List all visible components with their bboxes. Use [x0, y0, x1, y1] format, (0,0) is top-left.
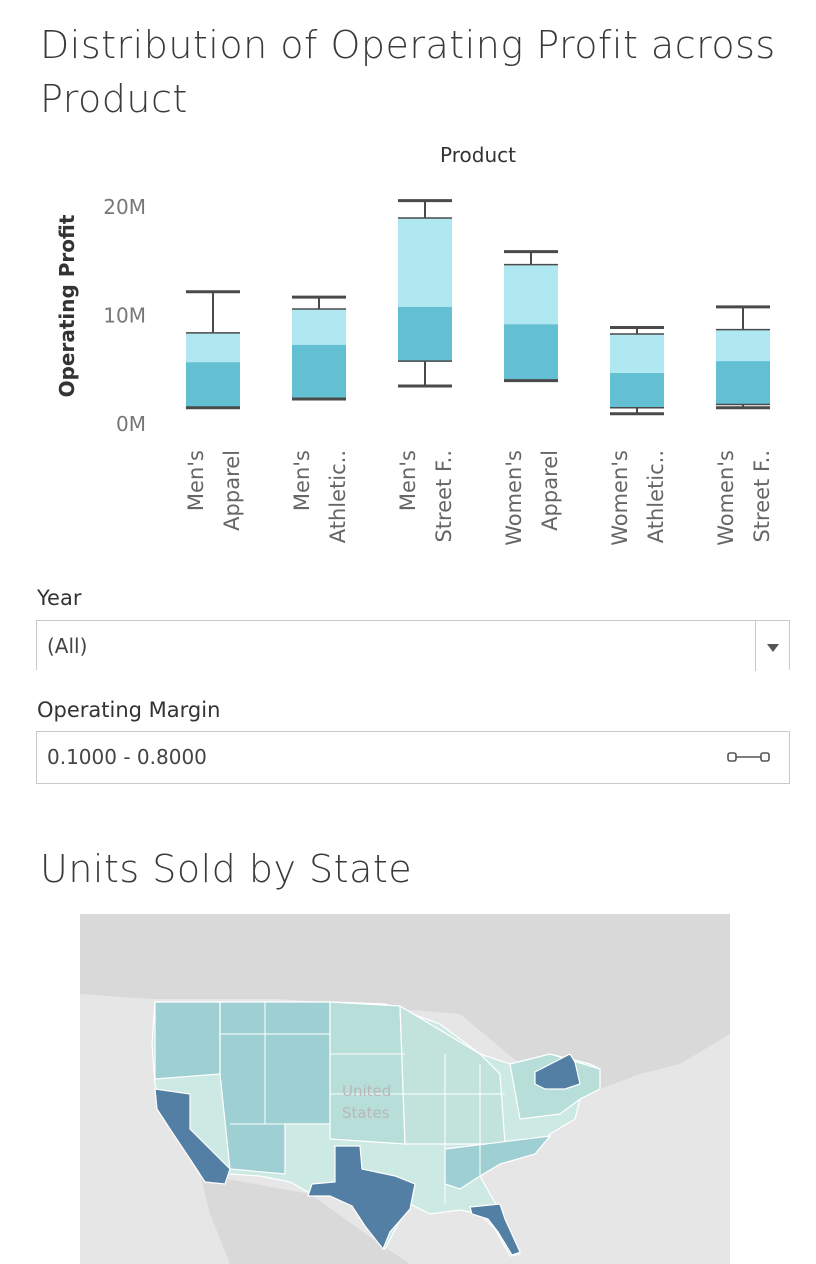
us-state-map[interactable]: United States [80, 914, 730, 1264]
year-select[interactable]: (All) [36, 620, 790, 671]
x-tick-label: Street F.. [432, 450, 456, 543]
box-upper-half[interactable] [292, 309, 346, 345]
canada-landmass [80, 914, 730, 1089]
x-tick-label: Apparel [538, 450, 562, 531]
x-tick-label: Apparel [220, 450, 244, 531]
country-label-line1: United [342, 1082, 391, 1100]
x-tick-label: Athletic.. [644, 450, 668, 543]
map-title: Units Sold by State [40, 847, 413, 891]
mexico-landmass [200, 1174, 410, 1264]
box-upper-half[interactable] [716, 329, 770, 362]
y-axis-title: Operating Profit [55, 214, 79, 397]
operating-margin-filter-label: Operating Margin [37, 698, 221, 722]
box-upper-half[interactable] [504, 264, 558, 325]
chevron-down-icon [767, 644, 779, 652]
x-tick-label: Women's [502, 450, 526, 546]
southeast-states [444, 1135, 552, 1190]
x-tick-label: Men's [290, 450, 314, 511]
range-slider-icon[interactable] [727, 750, 771, 764]
operating-margin-range-value: 0.1000 - 0.8000 [47, 745, 207, 769]
box-lower-half[interactable] [398, 306, 452, 362]
x-tick-label: Street F.. [750, 450, 774, 543]
operating-margin-range-slider[interactable]: 0.1000 - 0.8000 [36, 731, 790, 784]
state-borders [220, 1002, 505, 1204]
state-california[interactable] [154, 1088, 231, 1185]
box-lower-half[interactable] [610, 373, 664, 408]
box-lower-half[interactable] [716, 361, 770, 405]
year-filter-label: Year [37, 586, 82, 610]
box-upper-half[interactable] [398, 217, 452, 307]
x-tick-label: Men's [396, 450, 420, 511]
state-florida[interactable] [469, 1203, 521, 1256]
box-upper-half[interactable] [186, 332, 240, 363]
x-tick-label: Men's [184, 450, 208, 511]
y-tick-label: 10M [103, 304, 146, 328]
box-lower-half[interactable] [504, 324, 558, 381]
y-tick-label: 20M [103, 195, 146, 219]
state-texas[interactable] [307, 1145, 416, 1251]
box-plot-chart: Product Operating Profit 0M 10M 20M Men's Appa… [55, 143, 774, 546]
x-tick-label: Athletic.. [326, 450, 350, 543]
y-tick-label: 0M [116, 412, 146, 436]
x-tick-label: Women's [608, 450, 632, 546]
year-dropdown-button[interactable] [755, 621, 789, 671]
chart-title: Distribution of Operating Profit across … [40, 23, 776, 121]
country-label-line2: States [342, 1104, 390, 1122]
x-axis-title: Product [440, 143, 516, 167]
midwest-states [399, 1004, 506, 1145]
box-lower-half[interactable] [292, 344, 346, 400]
pacific-northwest-states [154, 1001, 221, 1080]
state-new-york[interactable] [534, 1053, 581, 1090]
x-tick-label: Women's [714, 450, 738, 546]
box-upper-half[interactable] [610, 333, 664, 374]
box-lower-half[interactable] [186, 362, 240, 408]
plains-states [329, 1001, 406, 1145]
year-select-value: (All) [47, 634, 88, 658]
